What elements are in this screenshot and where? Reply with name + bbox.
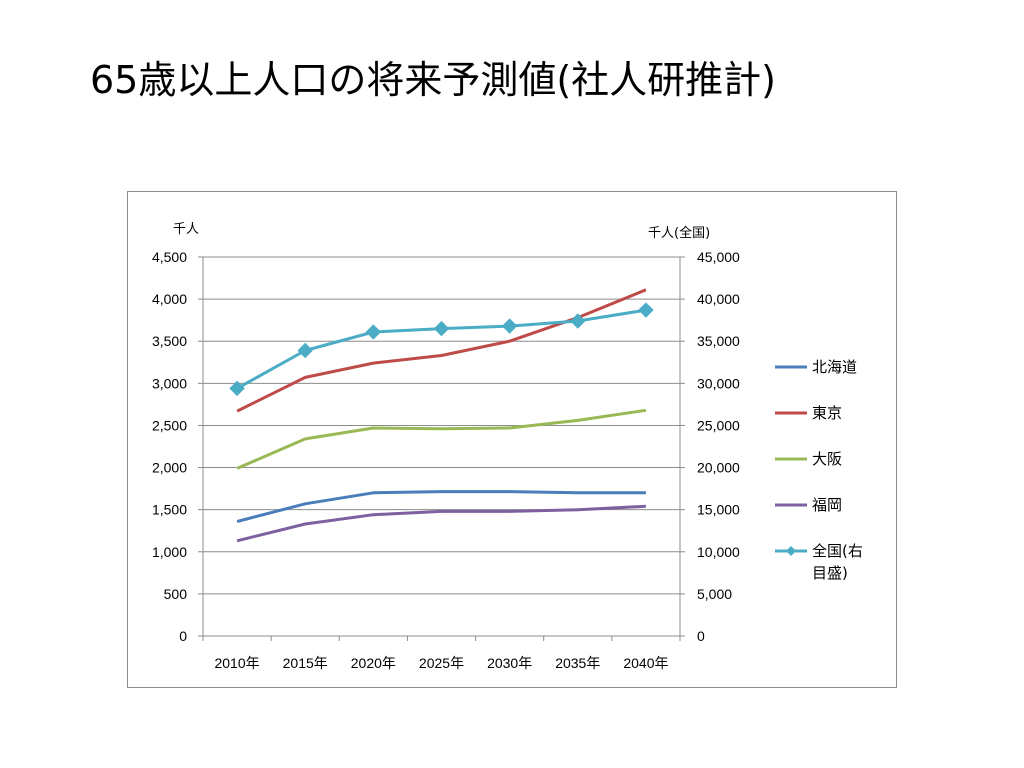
x-tick-label: 2035年 bbox=[555, 655, 600, 671]
data-point-marker bbox=[297, 342, 313, 359]
right-tick-label: 30,000 bbox=[697, 375, 740, 391]
axes bbox=[198, 256, 685, 641]
x-tick-label: 2010年 bbox=[214, 655, 259, 671]
right-tick-label: 10,000 bbox=[697, 544, 740, 560]
data-point-marker bbox=[365, 324, 382, 340]
line-chart: 0 500 1,000 1,500 2,000 2,500 3,000 3,500 4,000 4… bbox=[152, 222, 863, 671]
left-tick-label: 2,500 bbox=[152, 417, 187, 433]
left-axis-unit: 千人 bbox=[173, 222, 199, 237]
legend-label: 東京 bbox=[812, 404, 842, 422]
right-tick-label: 20,000 bbox=[697, 460, 740, 476]
x-tick-label: 2040年 bbox=[623, 655, 668, 671]
right-axis-ticks: 0 5,000 10,000 15,000 20,000 25,000 30,000 35,0… bbox=[697, 249, 740, 644]
data-point-marker bbox=[570, 313, 586, 329]
left-tick-label: 500 bbox=[164, 586, 188, 602]
right-tick-label: 45,000 bbox=[697, 249, 740, 265]
x-tick-label: 2030年 bbox=[487, 655, 532, 671]
left-axis-ticks: 0 500 1,000 1,500 2,000 2,500 3,000 3,500 4,000 4… bbox=[152, 249, 187, 644]
series-line bbox=[236, 408, 647, 470]
left-tick-label: 1,000 bbox=[152, 544, 187, 560]
left-tick-label: 3,000 bbox=[152, 375, 187, 391]
data-point-marker bbox=[501, 318, 518, 334]
left-tick-label: 1,500 bbox=[152, 502, 187, 518]
slide-title: 65歳以上人口の将来予測値(社人研推計) bbox=[90, 58, 777, 102]
legend-marker bbox=[786, 546, 796, 556]
legend-label: 福岡 bbox=[812, 496, 842, 514]
left-tick-label: 3,500 bbox=[152, 333, 187, 349]
data-point-marker bbox=[229, 380, 245, 397]
left-tick-label: 4,500 bbox=[152, 249, 187, 265]
legend-label: 大阪 bbox=[812, 450, 842, 468]
legend-label: 全国(右目盛) bbox=[812, 542, 863, 582]
x-tick-label: 2020年 bbox=[351, 655, 396, 671]
right-tick-label: 40,000 bbox=[697, 291, 740, 307]
left-tick-label: 4,000 bbox=[152, 291, 187, 307]
right-axis-unit: 千人(全国) bbox=[648, 225, 710, 241]
right-tick-label: 25,000 bbox=[697, 417, 740, 433]
legend-label: 北海道 bbox=[812, 358, 857, 376]
left-tick-label: 0 bbox=[179, 628, 187, 644]
series-lines bbox=[229, 288, 654, 543]
gridlines bbox=[203, 256, 680, 595]
right-tick-label: 0 bbox=[697, 628, 705, 644]
x-tick-label: 2025年 bbox=[419, 655, 464, 671]
x-tick-label: 2015年 bbox=[283, 655, 328, 671]
chart-frame: 0 500 1,000 1,500 2,000 2,500 3,000 3,500 4,000 4… bbox=[127, 191, 897, 688]
x-axis-ticks: 2010年 2015年 2020年 2025年 2030年 2035年 2040年 bbox=[214, 655, 668, 671]
right-tick-label: 35,000 bbox=[697, 333, 740, 349]
series-line bbox=[236, 504, 646, 543]
right-tick-label: 5,000 bbox=[697, 586, 732, 602]
data-point-marker bbox=[433, 320, 450, 337]
data-point-marker bbox=[638, 302, 654, 318]
right-tick-label: 15,000 bbox=[697, 502, 740, 518]
left-tick-label: 2,000 bbox=[152, 460, 187, 476]
series-line bbox=[236, 490, 646, 523]
